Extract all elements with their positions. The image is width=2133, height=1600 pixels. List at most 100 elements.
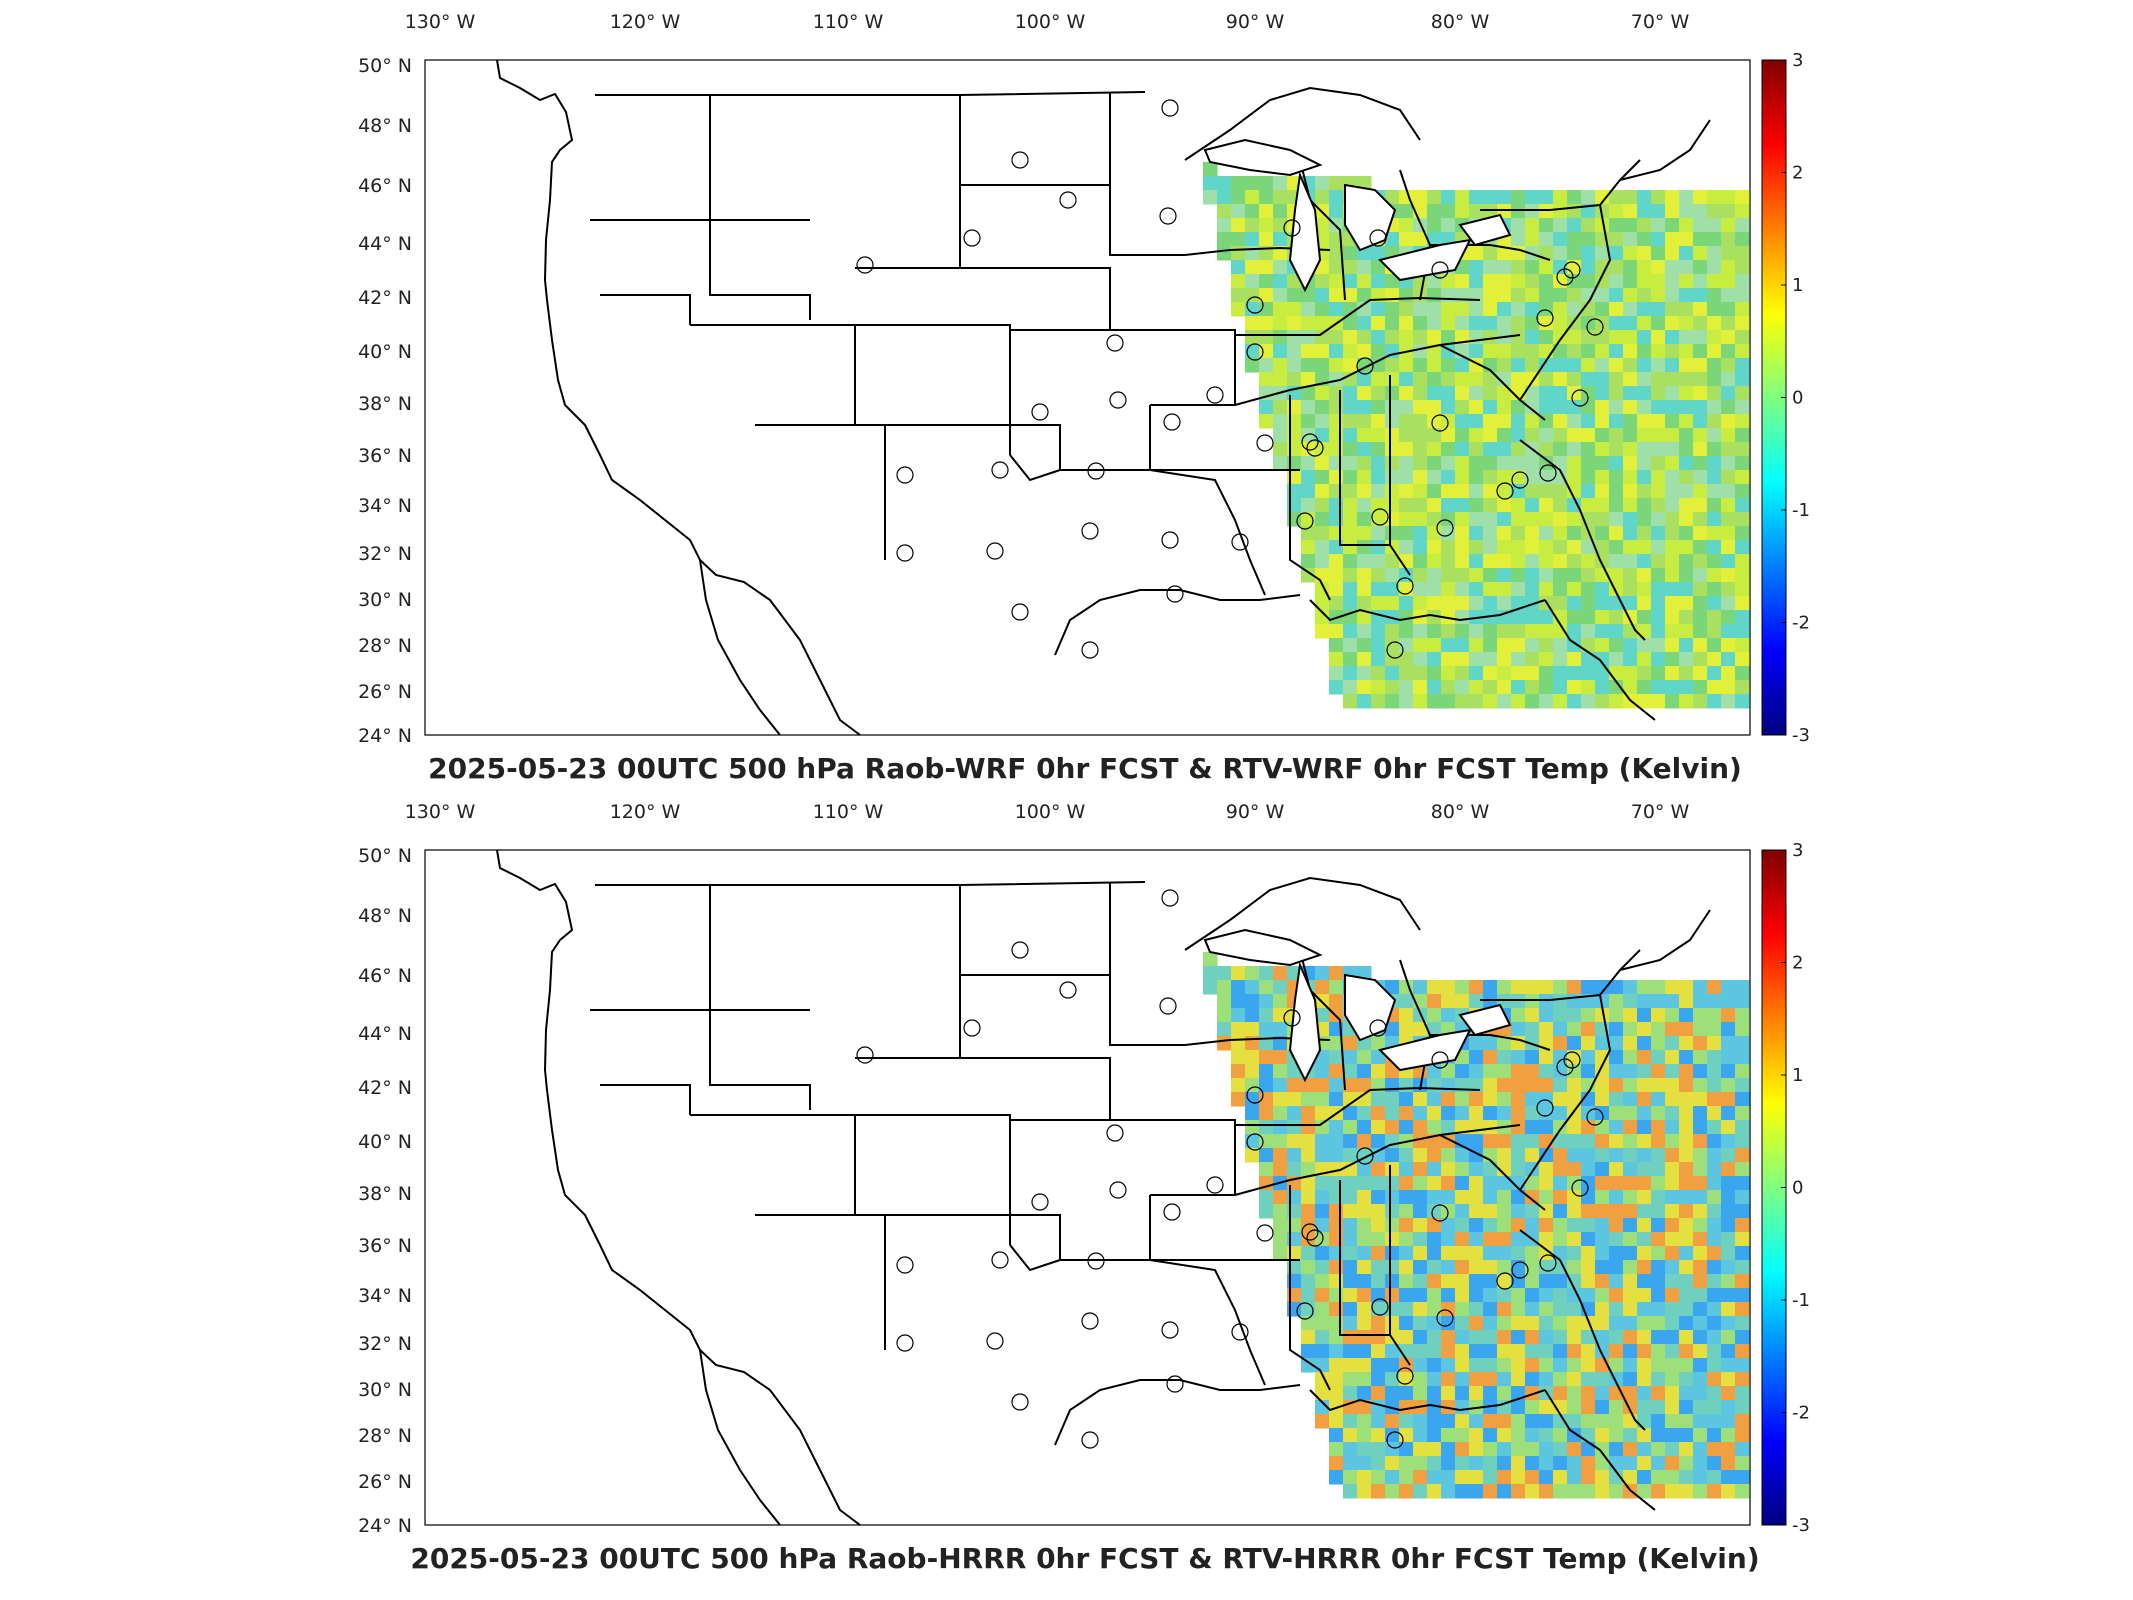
station-marker	[1301, 1223, 1319, 1241]
lon-tick-label: 110° W	[813, 11, 884, 33]
lake-outline	[1458, 1003, 1512, 1037]
station-marker	[991, 461, 1009, 479]
lat-tick-label: 46° N	[358, 965, 412, 987]
state-border	[1339, 1180, 1411, 1366]
station-marker	[1031, 1193, 1049, 1211]
lon-tick-label: 80° W	[1431, 801, 1490, 823]
station-marker	[1081, 1312, 1099, 1330]
state-border	[1289, 395, 1331, 601]
raob-stations	[856, 889, 1604, 1449]
station-marker	[1369, 229, 1387, 247]
station-marker	[1431, 1051, 1449, 1069]
station-marker	[1371, 508, 1389, 526]
station-marker	[1246, 343, 1264, 361]
state-border	[1619, 119, 1711, 181]
station-marker	[1163, 1203, 1181, 1221]
station-marker	[896, 544, 914, 562]
colorbar-tick-label: -1	[1792, 500, 1810, 521]
colorbar-tick-label: 0	[1792, 1178, 1803, 1199]
station-marker	[1536, 309, 1554, 327]
lon-tick-label: 120° W	[610, 11, 681, 33]
station-marker	[1231, 1323, 1249, 1341]
state-border	[1619, 909, 1711, 971]
state-border	[1299, 949, 1346, 1091]
lat-tick-label: 40° N	[358, 341, 412, 363]
station-marker	[1386, 641, 1404, 659]
station-marker	[1431, 414, 1449, 432]
station-marker	[1436, 1309, 1454, 1327]
lat-tick-label: 42° N	[358, 287, 412, 309]
lat-tick-label: 50° N	[358, 55, 412, 77]
map-title: 2025-05-23 00UTC 500 hPa Raob-WRF 0hr FC…	[428, 752, 1742, 785]
state-border	[1010, 329, 1236, 405]
state-border	[1235, 296, 1481, 336]
station-marker	[1563, 261, 1581, 279]
temperature-difference-field	[1203, 952, 1750, 1499]
station-marker	[1436, 519, 1454, 537]
state-border	[1009, 454, 1061, 482]
station-marker	[1283, 1009, 1301, 1027]
state-border	[1299, 159, 1346, 301]
lat-tick-label: 38° N	[358, 393, 412, 415]
state-border	[1109, 882, 1185, 1046]
state-border	[1010, 424, 1266, 596]
station-marker	[1161, 1321, 1179, 1339]
state-border	[1054, 589, 1301, 656]
baja-coastline	[699, 559, 781, 736]
lat-tick-label: 24° N	[358, 725, 412, 747]
station-marker	[1109, 1181, 1127, 1199]
station-marker	[1106, 334, 1124, 352]
station-marker	[963, 1019, 981, 1037]
colorbar-tick-label: 1	[1792, 1065, 1803, 1086]
station-marker	[1081, 522, 1099, 540]
state-border	[1184, 86, 1421, 161]
station-marker	[1256, 1224, 1274, 1242]
station-marker	[1396, 577, 1414, 595]
state-border	[1519, 204, 1612, 401]
colorbar-tick-label: -2	[1792, 613, 1810, 634]
station-marker	[1511, 471, 1529, 489]
west-coastline	[496, 59, 861, 736]
bottom-map-plot: 130° W 120° W 110° W 100° W 90° W 80° W 70° W 5…	[358, 801, 1810, 1575]
station-marker	[963, 229, 981, 247]
lat-tick-label: 24° N	[358, 1515, 412, 1537]
lat-tick-label: 48° N	[358, 905, 412, 927]
station-marker	[1161, 531, 1179, 549]
state-border	[1109, 92, 1185, 256]
station-marker	[1159, 207, 1177, 225]
station-marker	[1161, 99, 1179, 117]
station-marker	[1059, 981, 1077, 999]
state-border	[1544, 599, 1656, 721]
station-marker	[896, 466, 914, 484]
baja-coastline	[699, 1349, 781, 1526]
colorbar-tick-label: 3	[1792, 50, 1803, 71]
station-marker	[1296, 512, 1314, 530]
station-marker	[1356, 1147, 1374, 1165]
station-marker	[1059, 191, 1077, 209]
lake-outline	[1203, 138, 1323, 177]
state-boundaries	[496, 59, 1711, 736]
station-marker	[1306, 439, 1324, 457]
lat-tick-label: 50° N	[358, 845, 412, 867]
lat-tick-label: 30° N	[358, 589, 412, 611]
lat-tick-label: 32° N	[358, 543, 412, 565]
station-marker	[1206, 1176, 1224, 1194]
lat-tick-label: 40° N	[358, 1131, 412, 1153]
station-marker	[1536, 1099, 1554, 1117]
lat-tick-label: 30° N	[358, 1379, 412, 1401]
top-map-panel: 130° W 120° W 110° W 100° W 90° W 80° W 70° W 5…	[358, 11, 1810, 785]
lake-outline	[1203, 928, 1323, 967]
colorbar-tick-label: 1	[1792, 275, 1803, 296]
station-marker	[1081, 1431, 1099, 1449]
station-marker	[1496, 482, 1514, 500]
state-border	[1439, 344, 1546, 421]
station-marker	[1011, 941, 1029, 959]
lon-tick-label: 100° W	[1015, 11, 1086, 33]
station-marker	[1556, 268, 1574, 286]
lon-tick-label: 130° W	[405, 11, 476, 33]
colorbar-tick-label: 2	[1792, 953, 1803, 974]
station-marker	[986, 1332, 1004, 1350]
lat-tick-label: 28° N	[358, 635, 412, 657]
raob-stations	[856, 99, 1604, 659]
station-marker	[1431, 1204, 1449, 1222]
